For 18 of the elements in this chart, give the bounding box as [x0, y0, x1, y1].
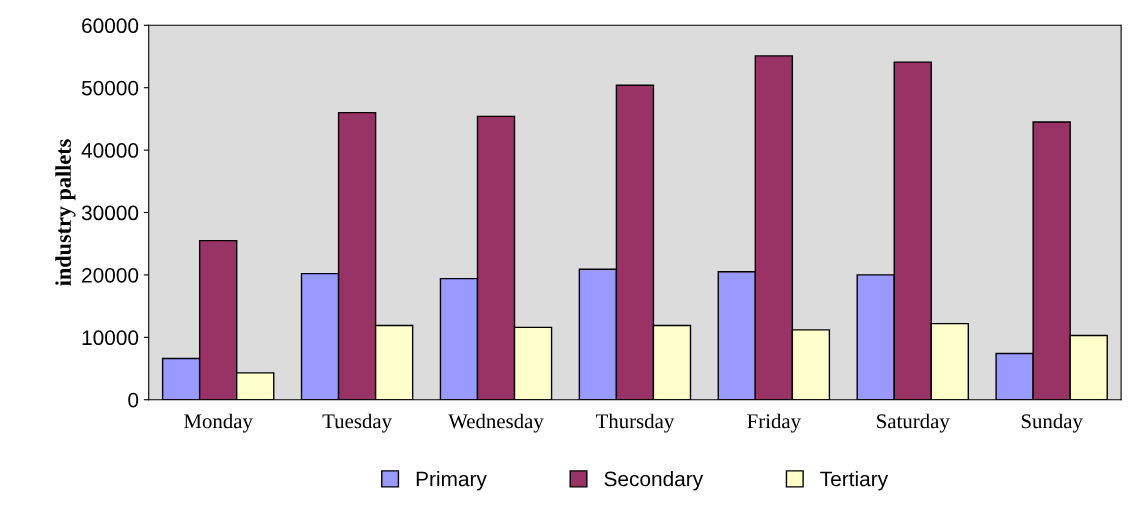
legend-label: Primary: [416, 471, 487, 491]
legend-label: Secondary: [604, 471, 704, 491]
y-tick-label: 10000: [82, 330, 139, 346]
y-tick-label: 40000: [81, 143, 139, 158]
y-tick-label: 20000: [82, 267, 139, 283]
y-tick-label: 50000: [81, 80, 139, 96]
x-tick-label: Wednesday: [448, 413, 544, 433]
y-tick-label: 30000: [81, 205, 139, 221]
y-tick-label: 0: [128, 392, 139, 408]
x-tick-label: Saturday: [877, 413, 950, 433]
legend-label: Tertiary: [820, 471, 889, 491]
y-tick-label: 60000: [82, 18, 139, 34]
x-tick-label: Tuesday: [322, 413, 392, 433]
x-tick-label: Monday: [184, 413, 253, 433]
x-tick-label: Friday: [747, 413, 801, 433]
x-tick-label: Thursday: [595, 413, 675, 433]
x-tick-label: Sunday: [1021, 413, 1083, 433]
y-axis-title: industry pallets: [55, 139, 76, 286]
